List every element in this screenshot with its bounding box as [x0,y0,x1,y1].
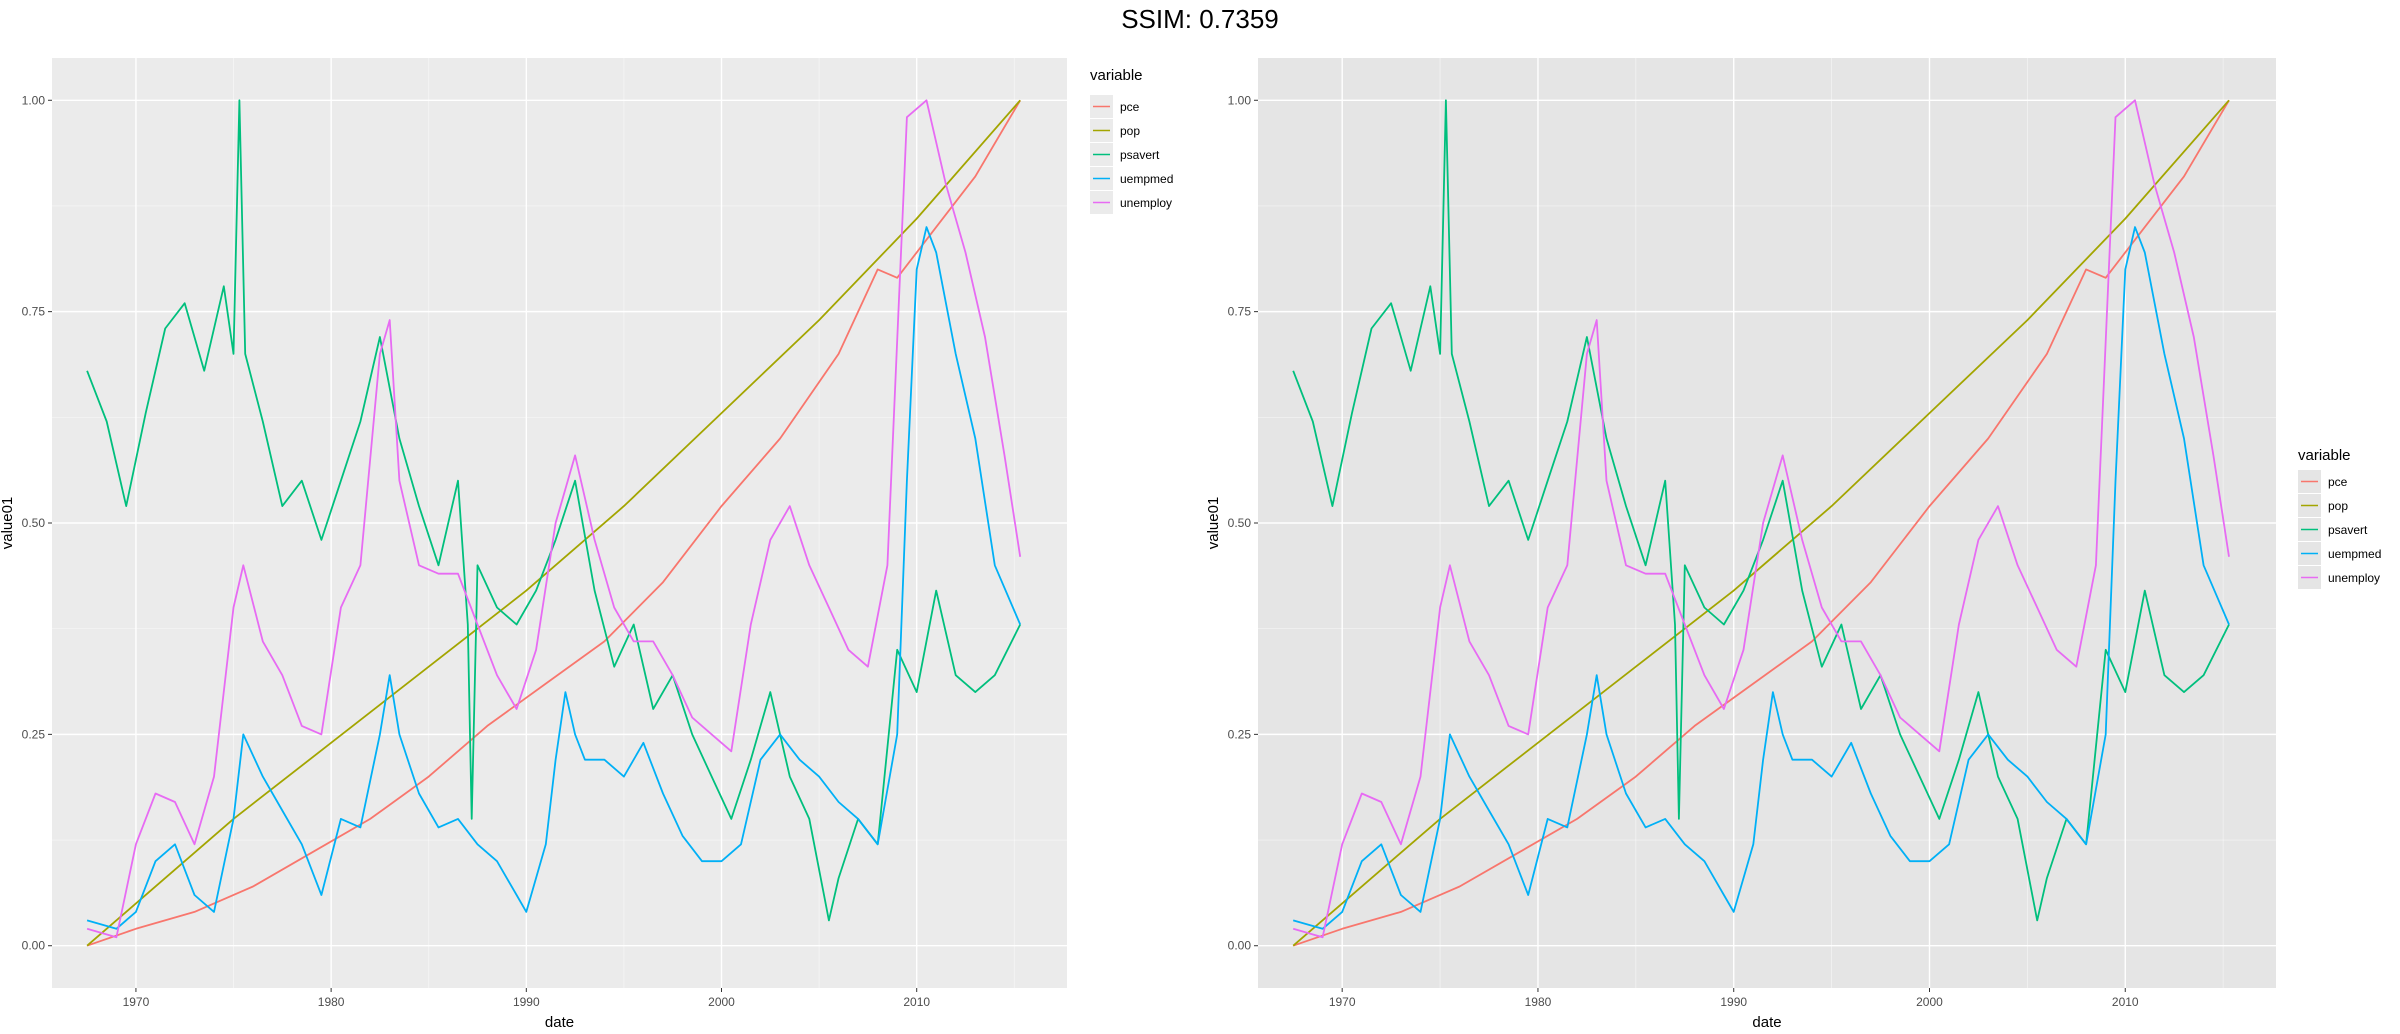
x-tick-label: 2010 [2112,995,2139,1009]
y-tick-label: 0.50 [1228,516,1252,530]
y-tick-label: 0.25 [1228,727,1252,741]
y-axis-title: value01 [0,497,16,550]
y-axis-title: value01 [1205,497,1222,550]
y-tick-label: 0.00 [1228,939,1252,953]
x-tick-label: 1980 [318,995,345,1009]
legend-label-psavert: psavert [1120,148,1160,162]
legend-label-uempmed: uempmed [2328,547,2381,561]
series-line-uempmed [86,226,1022,930]
chart-right: 1970 1980 1990 2000 2010 0.00 0.25 0.50 0.75 1.00… [1205,58,2381,1031]
x-tick-label: 1970 [123,995,150,1009]
legend-label-pop: pop [2328,499,2348,513]
chart-left: 1970 1980 1990 2000 2010 0.00 0.25 0.50 0.75 1.00… [0,58,1173,1031]
series-line-uempmed [1292,226,2230,930]
series-line-pce [86,99,1021,947]
x-tick-label: 1980 [1525,995,1552,1009]
y-tick-label: 0.50 [22,516,46,530]
x-tick-label: 2010 [903,995,930,1009]
y-tick-label: 0.75 [1228,305,1252,319]
legend-title: variable [1090,67,1143,84]
legend-label-uempmed: uempmed [1120,172,1173,186]
y-tick-label: 0.00 [22,939,46,953]
y-tick-label: 0.75 [22,305,46,319]
x-tick-label: 1990 [513,995,540,1009]
series-line-unemploy [86,99,1022,939]
legend-title: variable [2298,447,2351,464]
x-tick-label: 2000 [708,995,735,1009]
legend-label-psavert: psavert [2328,523,2368,537]
x-tick-label: 1970 [1329,995,1356,1009]
x-axis-title: date [1752,1014,1781,1031]
legend-label-pop: pop [1120,124,1140,138]
series-line-psavert [1292,99,2230,922]
series-line-pce [1292,99,2230,947]
x-tick-label: 1990 [1720,995,1747,1009]
legend-label-pce: pce [2328,475,2348,489]
series-line-pop [1292,99,2230,947]
series-line-psavert [86,99,1022,922]
x-axis-title: date [545,1014,574,1031]
y-tick-label: 1.00 [22,93,46,107]
page-title: SSIM: 0.7359 [1121,4,1279,34]
series-line-unemploy [1292,99,2230,939]
y-tick-label: 0.25 [22,727,46,741]
legend-label-unemploy: unemploy [1120,196,1172,210]
series-line-pop [86,99,1021,947]
y-tick-label: 1.00 [1228,93,1252,107]
x-tick-label: 2000 [1916,995,1943,1009]
legend-label-unemploy: unemploy [2328,571,2380,585]
legend-label-pce: pce [1120,100,1140,114]
